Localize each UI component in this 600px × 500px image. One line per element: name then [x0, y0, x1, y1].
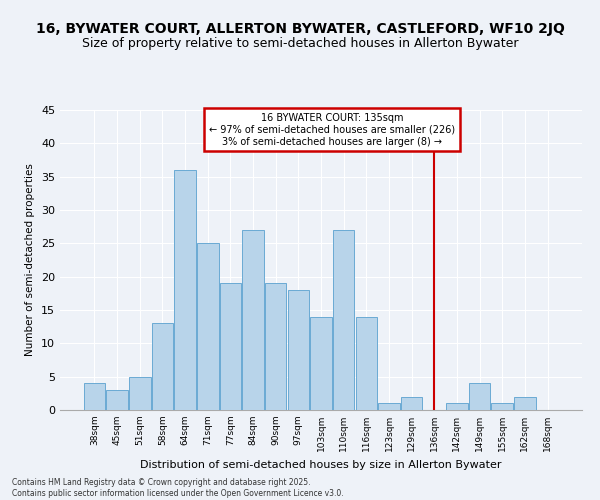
- Text: Size of property relative to semi-detached houses in Allerton Bywater: Size of property relative to semi-detach…: [82, 38, 518, 51]
- Bar: [287, 290, 309, 410]
- Bar: [106, 390, 128, 410]
- Bar: [152, 324, 173, 410]
- Bar: [242, 230, 264, 410]
- X-axis label: Distribution of semi-detached houses by size in Allerton Bywater: Distribution of semi-detached houses by …: [140, 460, 502, 469]
- Bar: [220, 284, 241, 410]
- Text: 16 BYWATER COURT: 135sqm
← 97% of semi-detached houses are smaller (226)
3% of s: 16 BYWATER COURT: 135sqm ← 97% of semi-d…: [209, 114, 455, 146]
- Bar: [265, 284, 286, 410]
- Y-axis label: Number of semi-detached properties: Number of semi-detached properties: [25, 164, 35, 356]
- Text: 16, BYWATER COURT, ALLERTON BYWATER, CASTLEFORD, WF10 2JQ: 16, BYWATER COURT, ALLERTON BYWATER, CAS…: [35, 22, 565, 36]
- Bar: [491, 404, 513, 410]
- Bar: [401, 396, 422, 410]
- Bar: [446, 404, 467, 410]
- Bar: [469, 384, 490, 410]
- Bar: [514, 396, 536, 410]
- Text: Contains HM Land Registry data © Crown copyright and database right 2025.
Contai: Contains HM Land Registry data © Crown c…: [12, 478, 344, 498]
- Bar: [197, 244, 218, 410]
- Bar: [129, 376, 151, 410]
- Bar: [378, 404, 400, 410]
- Bar: [333, 230, 355, 410]
- Bar: [84, 384, 105, 410]
- Bar: [175, 170, 196, 410]
- Bar: [310, 316, 332, 410]
- Bar: [356, 316, 377, 410]
